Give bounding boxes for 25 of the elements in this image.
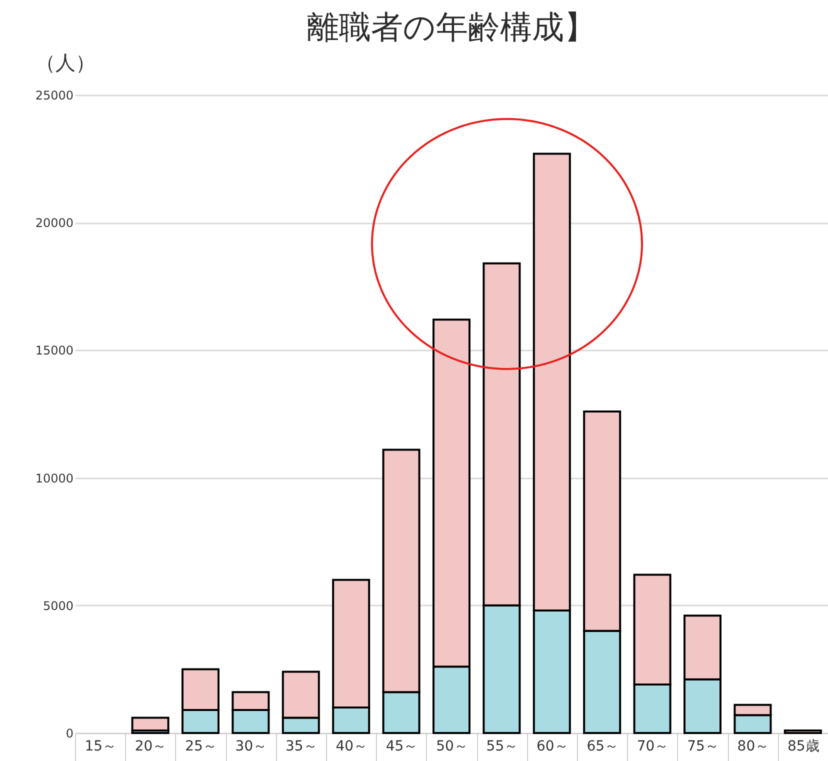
bar [784, 729, 822, 734]
x-tick-label: 15～ [84, 738, 117, 754]
x-tick-label: 45～ [386, 738, 418, 754]
y-axis-title: （人） [36, 50, 96, 74]
y-tick-label: 25000 [35, 88, 74, 102]
x-tick-label: 20～ [134, 738, 167, 754]
x-tick-label: 85歳 [787, 738, 820, 754]
x-tick-label: 55～ [486, 738, 518, 754]
x-tick-label: 30～ [235, 738, 268, 754]
y-tick-label: 15000 [35, 344, 74, 358]
bar [131, 716, 170, 732]
x-tick-label: 35～ [285, 738, 318, 754]
y-tick-label: 5000 [42, 598, 74, 613]
x-tick-label: 25～ [185, 738, 217, 754]
y-tick-label: 10000 [35, 471, 74, 486]
x-tick-label: 80～ [737, 738, 770, 754]
x-tick-label: 75～ [687, 738, 719, 754]
x-tick-label: 40～ [336, 738, 368, 754]
chart-title: 離職者の年齢構成】 [307, 8, 596, 46]
y-tick-label: 0 [66, 726, 74, 740]
y-tick-label: 20000 [35, 216, 74, 230]
x-tick-label: 65～ [586, 738, 619, 754]
x-tick-label: 50～ [436, 738, 468, 754]
x-tick-label: 60～ [536, 738, 568, 754]
x-tick-label: 70～ [636, 738, 669, 754]
